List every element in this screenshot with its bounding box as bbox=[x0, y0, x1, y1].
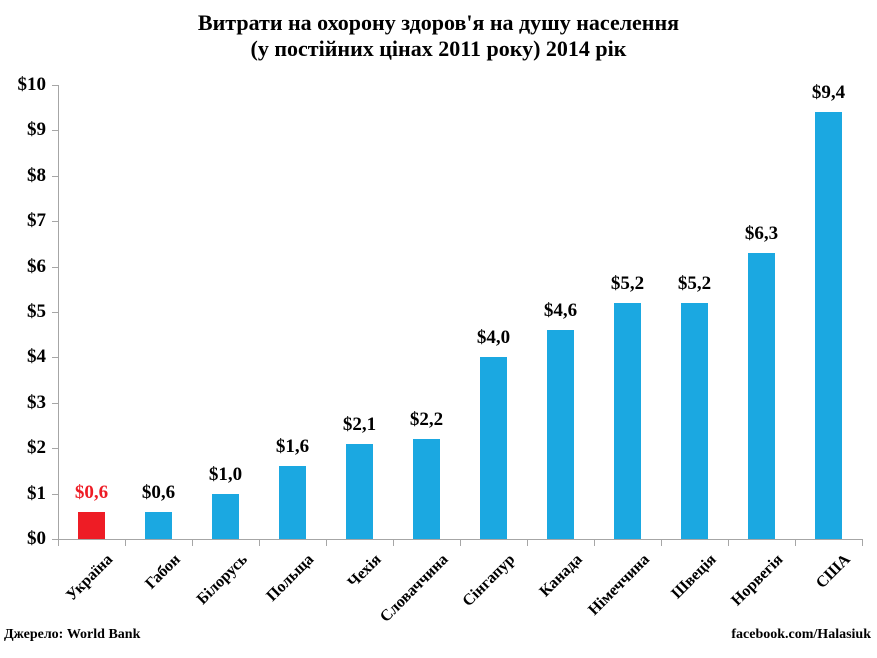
y-axis-label: $7 bbox=[27, 210, 46, 232]
x-axis-category-label: Польща bbox=[263, 551, 318, 605]
x-axis-category-label: Словаччина bbox=[376, 551, 452, 626]
bar-Польща bbox=[279, 466, 306, 539]
y-axis-tick bbox=[52, 175, 58, 177]
y-axis-label: $2 bbox=[27, 437, 46, 459]
y-axis-label: $3 bbox=[27, 391, 46, 413]
bar-Габон bbox=[145, 512, 172, 539]
y-axis-label: $8 bbox=[27, 164, 46, 186]
data-label-Чехія: $2,1 bbox=[342, 414, 377, 435]
x-axis-tick bbox=[795, 540, 796, 546]
bar-Швеція bbox=[681, 303, 708, 539]
data-label-Норвегія: $6,3 bbox=[744, 223, 779, 244]
y-axis-tick bbox=[52, 402, 58, 404]
y-axis-label: $5 bbox=[27, 301, 46, 322]
x-axis-category-label: Швеція bbox=[668, 551, 720, 603]
x-axis-tick bbox=[862, 540, 863, 546]
data-label-Швеція: $5,2 bbox=[677, 273, 712, 294]
y-axis-tick bbox=[52, 312, 58, 313]
bar-США bbox=[815, 112, 842, 539]
x-axis-tick bbox=[527, 540, 528, 546]
bar-Німеччина bbox=[614, 303, 641, 539]
x-axis-tick bbox=[661, 540, 662, 546]
y-axis-tick bbox=[52, 448, 58, 450]
data-label-США: $9,4 bbox=[811, 82, 846, 103]
x-axis-tick bbox=[728, 540, 729, 546]
x-axis-category-label: Чехія bbox=[344, 551, 385, 592]
x-axis-category-label: Німеччина bbox=[584, 551, 653, 619]
bar-Україна bbox=[78, 512, 105, 539]
x-axis-category-label: Україна bbox=[63, 551, 117, 605]
y-axis-label: $4 bbox=[27, 346, 46, 368]
y-axis-tick bbox=[52, 539, 58, 540]
y-axis-tick bbox=[52, 266, 58, 268]
bar-Чехія bbox=[346, 444, 373, 539]
data-label-Габон: $0,6 bbox=[141, 482, 176, 503]
y-axis-tick bbox=[52, 221, 58, 223]
y-axis-tick bbox=[52, 130, 58, 132]
x-axis-category-label: Сінгапур bbox=[459, 551, 519, 610]
y-axis-label: $9 bbox=[27, 119, 46, 141]
data-label-Білорусь: $1,0 bbox=[208, 464, 243, 485]
x-axis-tick bbox=[58, 540, 59, 546]
x-axis-category-label: США bbox=[812, 551, 854, 592]
x-axis-tick bbox=[460, 540, 461, 546]
data-label-Україна: $0,6 bbox=[74, 482, 109, 503]
y-axis-tick bbox=[52, 357, 58, 359]
data-label-Польща: $1,6 bbox=[275, 436, 310, 457]
y-axis-tick bbox=[52, 85, 58, 86]
y-axis-label: $6 bbox=[27, 255, 46, 277]
data-label-Словаччина: $2,2 bbox=[409, 409, 444, 430]
data-label-Німеччина: $5,2 bbox=[610, 273, 645, 294]
bar-Білорусь bbox=[212, 494, 239, 539]
x-axis-category-label: Канада bbox=[536, 551, 586, 601]
bar-Норвегія bbox=[748, 253, 775, 539]
x-axis-tick bbox=[125, 540, 126, 546]
bar-Словаччина bbox=[413, 439, 440, 539]
data-label-Канада: $4,6 bbox=[543, 300, 578, 321]
y-axis-label: $0 bbox=[27, 528, 46, 549]
y-axis-tick bbox=[52, 493, 58, 495]
x-axis-tick bbox=[393, 540, 394, 546]
author-credit: facebook.com/Halasiuk bbox=[731, 627, 871, 642]
chart-title-line-2: (у постійних цінах 2011 року) 2014 рік bbox=[250, 36, 627, 61]
x-axis-tick bbox=[594, 540, 595, 546]
x-axis-tick bbox=[326, 540, 327, 546]
axis-frame bbox=[58, 85, 863, 540]
x-axis-category-label: Габон bbox=[141, 551, 184, 593]
x-axis-category-label: Норвегія bbox=[728, 551, 787, 610]
x-axis-category-label: Білорусь bbox=[193, 551, 251, 609]
y-axis-label: $1 bbox=[27, 482, 46, 504]
x-axis-tick bbox=[259, 540, 260, 546]
chart-title-line-1: Витрати на охорону здоров'я на душу насе… bbox=[197, 10, 680, 35]
bar-Канада bbox=[547, 330, 574, 539]
x-axis-tick bbox=[192, 540, 193, 546]
source-note: Джерело: World Bank bbox=[4, 627, 141, 642]
chart-title: Витрати на охорону здоров'я на душу насе… bbox=[0, 10, 877, 62]
bar-Сінгапур bbox=[480, 357, 507, 539]
y-axis-label: $10 bbox=[17, 74, 47, 95]
data-label-Сінгапур: $4,0 bbox=[476, 327, 511, 348]
